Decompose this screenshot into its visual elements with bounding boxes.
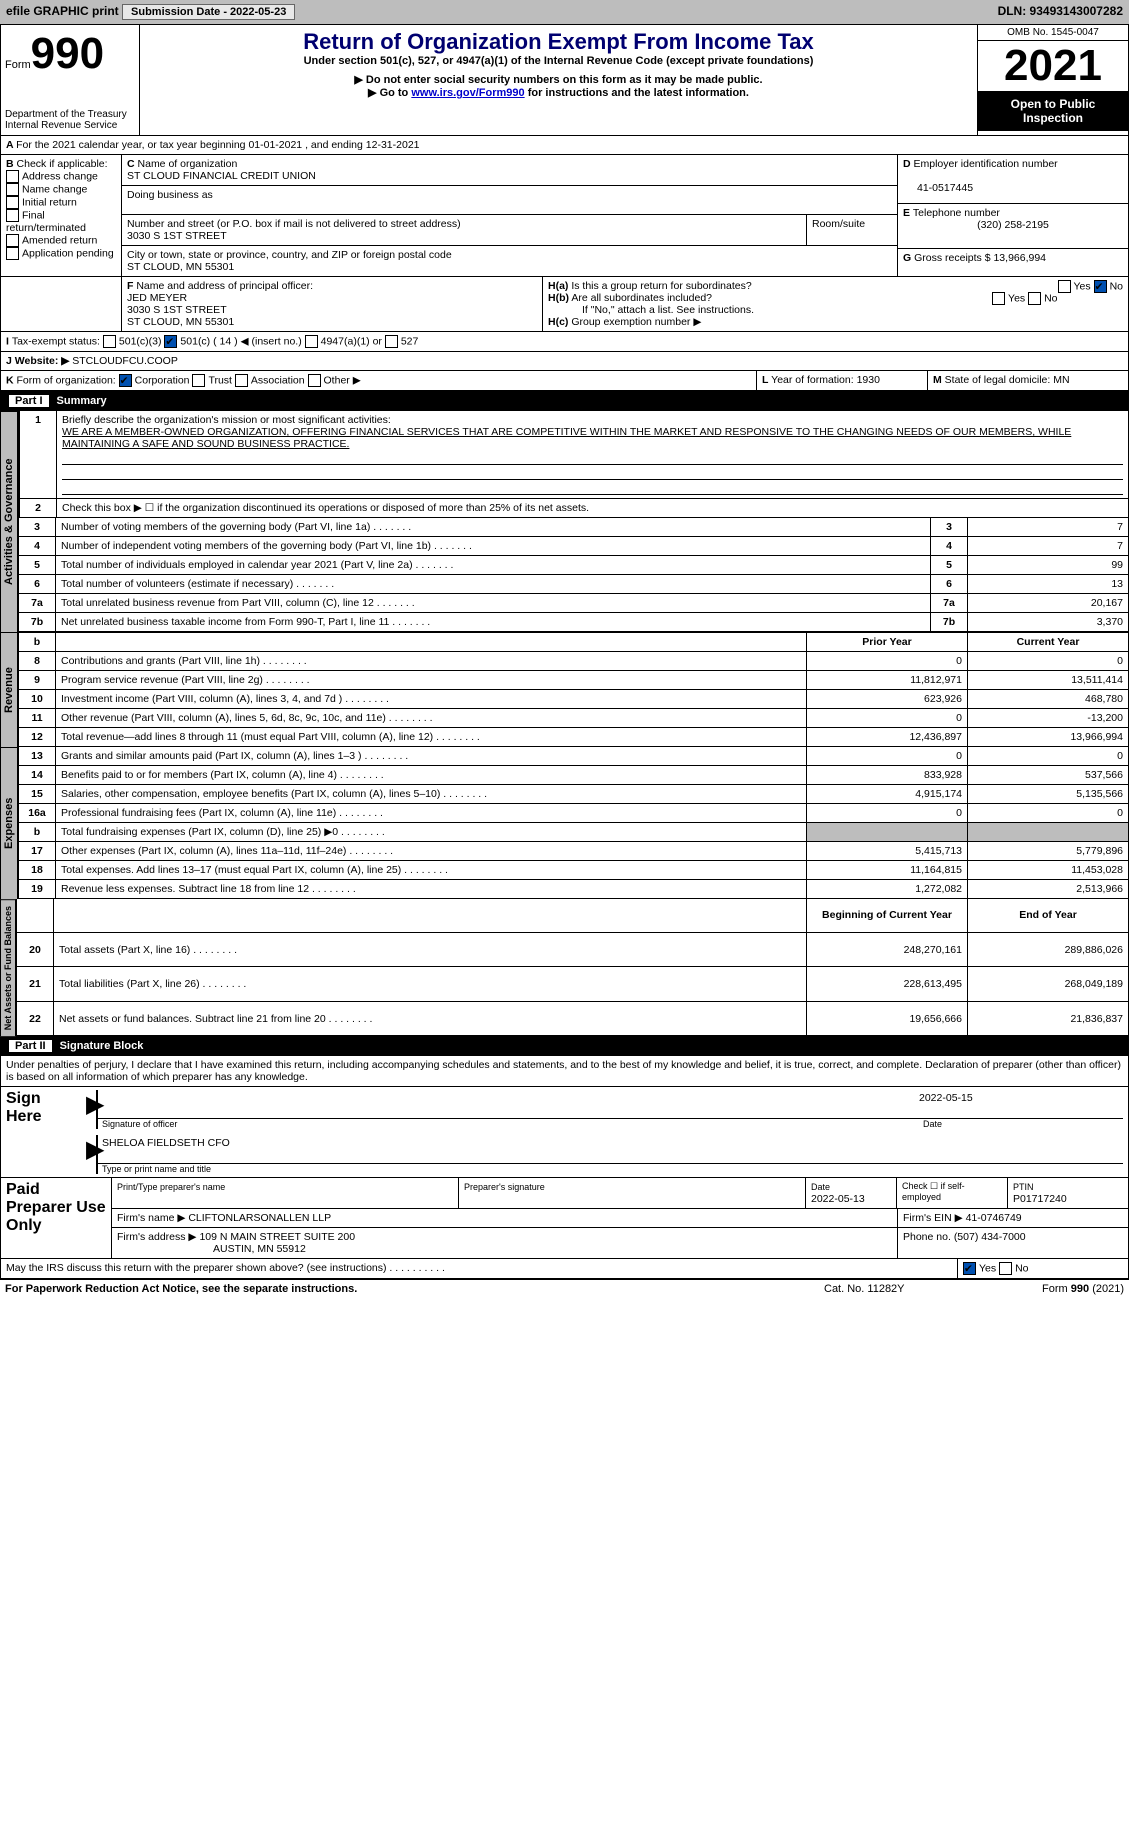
form-number: 990 [31, 29, 104, 78]
discuss-question: May the IRS discuss this return with the… [1, 1259, 958, 1278]
b-label: Check if applicable: [17, 158, 108, 170]
dept-treasury: Department of the Treasury [5, 109, 135, 120]
form-header: Form990 Department of the Treasury Inter… [0, 25, 1129, 136]
form-subtitle-2: ▶ Do not enter social security numbers o… [144, 73, 973, 86]
cat-no: Cat. No. 11282Y [824, 1283, 974, 1295]
ein: 41-0517445 [917, 182, 973, 194]
officer-name: JED MEYER [127, 292, 187, 304]
perjury-statement: Under penalties of perjury, I declare th… [0, 1056, 1129, 1087]
section-b-to-g: B Check if applicable: Address change Na… [0, 155, 1129, 277]
website: STCLOUDFCU.COOP [72, 355, 178, 367]
part-1-header: Part ISummary [0, 391, 1129, 411]
officer-name-title: SHELOA FIELDSETH CFO [96, 1135, 1123, 1164]
tab-activities: Activities & Governance [0, 411, 18, 632]
paid-preparer-block: Paid Preparer Use Only Print/Type prepar… [0, 1178, 1129, 1259]
tab-net-assets: Net Assets or Fund Balances [0, 899, 16, 1036]
form-footer: Form 990 (2021) [974, 1283, 1124, 1295]
firm-name: CLIFTONLARSONALLEN LLP [188, 1212, 331, 1224]
irs-link[interactable]: www.irs.gov/Form990 [411, 87, 524, 99]
dln: DLN: 93493143007282 [998, 4, 1123, 18]
form-title: Return of Organization Exempt From Incom… [144, 29, 973, 55]
ptin: P01717240 [1013, 1193, 1067, 1205]
mission: WE ARE A MEMBER-OWNED ORGANIZATION, OFFE… [62, 426, 1071, 450]
net-assets-table: Beginning of Current YearEnd of Year 20T… [16, 899, 1129, 1036]
city: ST CLOUD, MN 55301 [127, 261, 234, 273]
irs: Internal Revenue Service [5, 120, 135, 131]
sign-date: 2022-05-15 [915, 1090, 1123, 1119]
tax-year: 2021 [978, 41, 1128, 91]
open-to-public: Open to Public Inspection [978, 91, 1128, 131]
pra-notice: For Paperwork Reduction Act Notice, see … [5, 1283, 357, 1295]
summary-table: 3Number of voting members of the governi… [18, 518, 1129, 632]
submission-date-button[interactable]: Submission Date - 2022-05-23 [122, 4, 295, 20]
form-subtitle-3: ▶ Go to www.irs.gov/Form990 for instruct… [144, 86, 973, 99]
section-f-h: F Name and address of principal officer:… [0, 277, 1129, 332]
phone: (320) 258-2195 [903, 219, 1123, 231]
omb-no: OMB No. 1545-0047 [978, 25, 1128, 41]
tab-revenue: Revenue [0, 632, 18, 747]
revenue-table: bPrior YearCurrent Year 8Contributions a… [18, 632, 1129, 747]
firm-phone: (507) 434-7000 [954, 1231, 1026, 1243]
line-a: A For the 2021 calendar year, or tax yea… [1, 136, 1128, 154]
street: 3030 S 1ST STREET [127, 230, 227, 242]
part-2-header: Part IISignature Block [0, 1036, 1129, 1056]
expenses-table: 13Grants and similar amounts paid (Part … [18, 747, 1129, 899]
sign-here-block: Sign Here ▶ 2022-05-15 Signature of offi… [0, 1087, 1129, 1178]
efile-top-bar: efile GRAPHIC print Submission Date - 20… [0, 0, 1129, 25]
tab-expenses: Expenses [0, 747, 18, 899]
efile-label: efile GRAPHIC print [6, 4, 119, 18]
gross-receipts: 13,966,994 [993, 252, 1046, 264]
form-subtitle-1: Under section 501(c), 527, or 4947(a)(1)… [144, 55, 973, 67]
form-word: Form [5, 59, 31, 71]
org-name: ST CLOUD FINANCIAL CREDIT UNION [127, 170, 316, 182]
firm-ein: 41-0746749 [966, 1212, 1022, 1224]
